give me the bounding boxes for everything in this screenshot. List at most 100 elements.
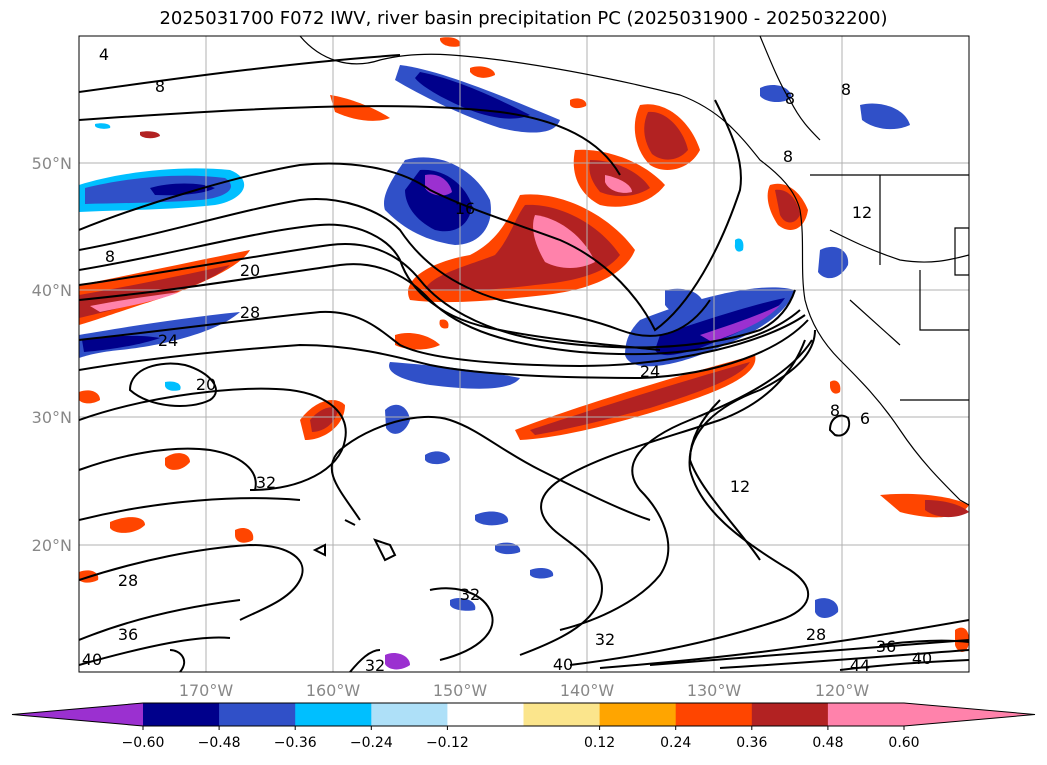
shade-red-tiny-3: [439, 319, 449, 329]
shade-red-gulf-core: [644, 111, 688, 160]
shade-red-small-4: [79, 390, 100, 404]
svg-text:30°N: 30°N: [32, 408, 72, 427]
plot-frame: [78, 35, 970, 673]
graticule: [79, 36, 969, 672]
colorbar-extension-high: [904, 703, 1035, 726]
svg-text:24: 24: [158, 331, 178, 350]
svg-text:40: 40: [82, 650, 102, 669]
colorbar-tick-label: −0.12: [426, 735, 469, 751]
svg-text:120°W: 120°W: [815, 681, 870, 700]
shade-blue-small-2: [425, 451, 450, 465]
shade-blue-upper: [665, 288, 705, 315]
shade-red-north-core: [589, 160, 650, 197]
svg-text:24: 24: [640, 362, 660, 381]
shade-red-central-core: [425, 204, 620, 291]
iwv-contours: [79, 54, 969, 672]
colorbar-segment: [523, 703, 601, 726]
shade-blue-29n: [385, 404, 410, 434]
shade-blue-small-6: [385, 653, 410, 670]
shade-blue-small-4: [530, 568, 554, 579]
colorbar-tick-label: 0.36: [736, 735, 767, 751]
shade-red-small-3: [235, 528, 254, 543]
map-title: 2025031700 F072 IWV, river basin precipi…: [159, 8, 888, 29]
shade-blue-33n: [389, 362, 520, 389]
shade-red-small-1: [165, 453, 190, 470]
shade-red-ca-north-core: [775, 189, 800, 223]
colorbar-tick-label: −0.48: [198, 735, 241, 751]
svg-text:36: 36: [876, 637, 896, 656]
colorbar-segment: [371, 703, 448, 726]
svg-text:44: 44: [850, 656, 870, 675]
colorbar-tick-label: 0.48: [812, 735, 843, 751]
svg-text:8: 8: [785, 89, 795, 108]
svg-text:28: 28: [806, 625, 826, 644]
svg-text:8: 8: [155, 77, 165, 96]
colorbar-segment: [675, 703, 753, 726]
shade-red-30n-core: [310, 407, 338, 432]
colorbar-tick-label: 0.24: [660, 735, 691, 751]
shade-blue-alaska-core: [415, 72, 530, 119]
shade-red-aleutian: [330, 95, 390, 121]
shade-red-34n: [395, 333, 440, 350]
svg-text:20: 20: [196, 375, 216, 394]
shade-blue-small-7: [450, 598, 476, 611]
shaded-regions: [79, 37, 969, 670]
colorbar-tick-label: −0.60: [122, 735, 165, 751]
colorbar-tick-label: 0.60: [888, 735, 919, 751]
svg-text:28: 28: [118, 571, 138, 590]
shade-blue-diagonal-core: [655, 298, 785, 356]
shade-blue-idaho: [860, 103, 910, 130]
colorbar-segment: [599, 703, 677, 726]
hawaiian-islands: [312, 519, 397, 562]
svg-text:12: 12: [852, 203, 872, 222]
svg-text:6: 6: [860, 409, 870, 428]
shade-blue-tiny-3: [734, 238, 744, 252]
colorbar-extension-low: [12, 703, 143, 726]
colorbar-segment: [827, 703, 905, 726]
colorbar-tick-label: 0.12: [584, 735, 615, 751]
svg-text:8: 8: [841, 80, 851, 99]
svg-text:40°N: 40°N: [32, 281, 72, 300]
svg-text:36: 36: [118, 625, 138, 644]
svg-text:4: 4: [99, 45, 109, 64]
shade-blue-tiny-1: [95, 123, 111, 129]
svg-text:32: 32: [460, 585, 480, 604]
svg-text:150°W: 150°W: [433, 681, 488, 700]
colorbar-segment: [143, 703, 220, 726]
colorbar-tick-label: −0.36: [274, 735, 317, 751]
svg-text:8: 8: [783, 147, 793, 166]
shade-cool-band-west-core: [82, 335, 160, 352]
svg-text:40: 40: [553, 655, 573, 674]
svg-text:130°W: 130°W: [687, 681, 742, 700]
svg-text:32: 32: [256, 473, 276, 492]
svg-text:8: 8: [105, 247, 115, 266]
shade-red-small-2: [110, 517, 145, 533]
svg-text:20°N: 20°N: [32, 536, 72, 555]
svg-text:160°W: 160°W: [306, 681, 361, 700]
svg-text:32: 32: [365, 656, 385, 675]
plot-area: [79, 36, 969, 672]
svg-text:50°N: 50°N: [32, 154, 72, 173]
shade-blue-small-1: [475, 511, 509, 526]
shade-red-baja: [830, 380, 841, 394]
colorbar-segment: [219, 703, 296, 726]
shade-purple-diagonal: [700, 305, 780, 342]
longitude-labels: 170°W 160°W 150°W 140°W 130°W 120°W: [179, 681, 870, 700]
shade-red-tiny-1: [570, 98, 587, 109]
shade-warm-band-west-peak: [90, 292, 180, 312]
coastlines: [299, 36, 969, 506]
svg-text:28: 28: [240, 303, 260, 322]
svg-text:40: 40: [912, 649, 932, 668]
shade-blue-nevada: [818, 246, 849, 279]
shade-blue-tiny-2: [165, 381, 181, 391]
colorbar-segment: [295, 703, 372, 726]
shade-pink-north: [605, 175, 632, 193]
shade-red-tiny-2: [140, 131, 160, 139]
svg-text:170°W: 170°W: [179, 681, 234, 700]
colorbar-tick-label: −0.24: [350, 735, 393, 751]
svg-text:32: 32: [595, 630, 615, 649]
colorbar: −0.60 −0.48 −0.36 −0.24 −0.12 0.12 0.24 0.36 0.4…: [11, 702, 1036, 751]
shade-blue-small-5: [815, 598, 839, 618]
svg-text:140°W: 140°W: [560, 681, 615, 700]
